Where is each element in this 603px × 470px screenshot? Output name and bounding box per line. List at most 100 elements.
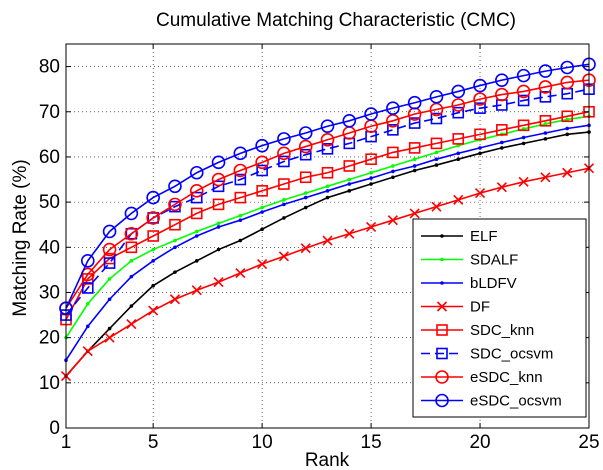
data-point xyxy=(387,124,399,136)
legend-box xyxy=(412,218,587,418)
series-line xyxy=(65,110,590,320)
x-tick-label: 20 xyxy=(469,432,490,453)
data-point xyxy=(256,164,268,177)
data-point xyxy=(539,115,552,127)
data-point xyxy=(298,139,313,154)
data-point xyxy=(518,176,529,187)
data-point xyxy=(194,234,199,238)
x-tick-label: 25 xyxy=(578,432,599,453)
data-point xyxy=(107,326,112,331)
data-point xyxy=(391,169,395,174)
legend-marker xyxy=(440,234,444,238)
y-tick-label: 0 xyxy=(49,418,60,439)
data-point xyxy=(412,164,417,168)
data-point xyxy=(147,230,159,242)
legend-item: SDALF xyxy=(421,252,518,269)
data-point xyxy=(516,84,531,99)
data-point xyxy=(538,80,553,94)
data-point xyxy=(408,117,421,129)
data-point xyxy=(147,212,159,224)
data-point xyxy=(456,143,461,148)
data-point xyxy=(320,119,335,134)
data-point xyxy=(124,226,139,241)
data-point xyxy=(299,148,312,161)
data-point xyxy=(238,213,243,218)
data-point xyxy=(107,277,112,281)
legend-marker xyxy=(440,257,444,262)
legend-label: SDC_knn xyxy=(470,322,534,339)
data-point xyxy=(412,157,417,161)
data-point xyxy=(277,146,291,161)
data-point xyxy=(430,112,443,125)
data-point xyxy=(303,191,308,195)
data-point xyxy=(500,140,504,145)
chart-title: Cumulative Matching Characteristic (CMC) xyxy=(156,10,516,31)
legend-marker xyxy=(435,393,449,408)
legend-label: SDALF xyxy=(470,252,518,269)
data-point xyxy=(82,346,93,357)
y-axis-label: Matching Rate (%) xyxy=(10,159,31,316)
data-point xyxy=(561,110,574,123)
data-point xyxy=(321,143,334,155)
legend-label: DF xyxy=(470,299,490,316)
data-point xyxy=(521,141,526,146)
data-point xyxy=(191,285,202,296)
data-point xyxy=(278,155,290,168)
data-point xyxy=(474,102,486,114)
data-point xyxy=(386,101,400,115)
data-point xyxy=(366,221,377,233)
data-point xyxy=(107,297,112,302)
data-point xyxy=(300,243,311,254)
x-tick-label: 10 xyxy=(252,432,273,453)
data-point xyxy=(81,282,94,294)
data-point xyxy=(173,245,177,250)
data-point xyxy=(478,151,482,156)
data-point xyxy=(517,94,530,107)
y-tick-label: 50 xyxy=(39,192,60,213)
data-point xyxy=(452,133,465,145)
data-point xyxy=(343,160,356,172)
y-tick-label: 20 xyxy=(39,328,60,349)
data-point xyxy=(298,126,313,140)
data-point xyxy=(473,92,487,106)
legend-label: eSDC_knn xyxy=(470,369,543,386)
data-point xyxy=(434,157,439,161)
data-point xyxy=(451,84,466,99)
y-tick-label: 10 xyxy=(39,373,60,394)
data-point xyxy=(474,128,486,141)
data-point xyxy=(216,225,221,229)
data-point xyxy=(190,207,203,220)
legend-item: DF xyxy=(421,299,490,316)
legend-item: eSDC_ocsvm xyxy=(421,393,562,410)
legend-item: bLDFV xyxy=(421,275,517,292)
series-elf xyxy=(64,130,591,378)
data-point xyxy=(260,205,264,210)
data-point xyxy=(347,182,352,186)
legend-label: SDC_ocsvm xyxy=(470,346,553,363)
data-point xyxy=(540,172,551,183)
legend-marker xyxy=(440,281,444,285)
data-point xyxy=(168,179,182,194)
data-point xyxy=(517,119,530,132)
data-point xyxy=(322,235,333,246)
data-point xyxy=(495,73,509,87)
series-esdc-knn xyxy=(59,73,596,316)
data-point xyxy=(129,259,134,263)
data-point xyxy=(126,319,137,330)
data-point xyxy=(255,138,269,153)
data-point xyxy=(277,132,291,146)
data-point xyxy=(278,178,290,190)
data-point xyxy=(234,191,247,204)
data-point xyxy=(189,165,204,180)
data-point xyxy=(474,188,486,199)
data-point xyxy=(321,166,334,179)
data-point xyxy=(148,305,159,316)
series-layer xyxy=(59,57,596,382)
data-point xyxy=(151,259,155,263)
data-point xyxy=(325,189,330,193)
data-point xyxy=(560,75,575,90)
legend-item: SDC_knn xyxy=(421,322,534,339)
data-point xyxy=(125,241,138,254)
data-point xyxy=(516,68,531,83)
